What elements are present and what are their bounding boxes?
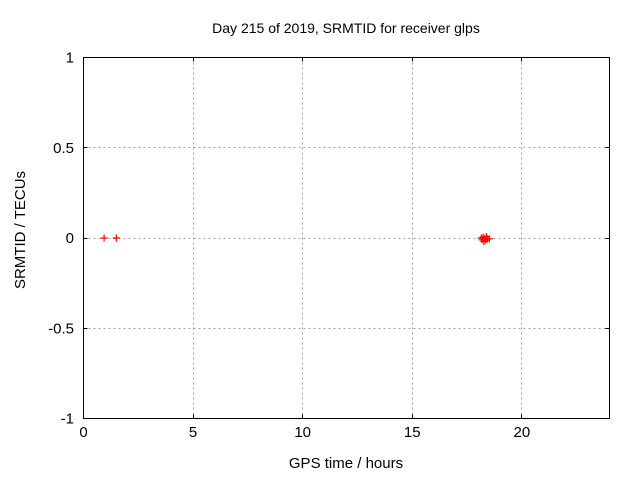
y-axis-label: SRMTID / TECUs [12, 171, 29, 289]
chart-title: Day 215 of 2019, SRMTID for receiver glp… [212, 20, 480, 36]
y-tick-label: 0 [66, 230, 74, 247]
x-tick-label: 20 [513, 424, 530, 441]
x-axis-label: GPS time / hours [289, 455, 403, 472]
y-tick-label: -1 [61, 411, 74, 428]
x-tick-label: 0 [79, 424, 87, 441]
y-tick-label: -0.5 [48, 320, 74, 337]
data-point-marker [100, 234, 108, 242]
x-tick-label: 5 [189, 424, 197, 441]
y-tick-label: 1 [66, 50, 74, 67]
plot-generated-layer: 0 5 10 15 20 -1 -0.5 0 0.5 1 [48, 50, 610, 441]
x-tick-label: 15 [404, 424, 421, 441]
x-tick-label: 10 [294, 424, 311, 441]
data-point-marker [485, 235, 493, 243]
plot-border [83, 57, 610, 419]
y-tick-label: 0.5 [53, 140, 74, 157]
data-point-marker [112, 234, 120, 242]
